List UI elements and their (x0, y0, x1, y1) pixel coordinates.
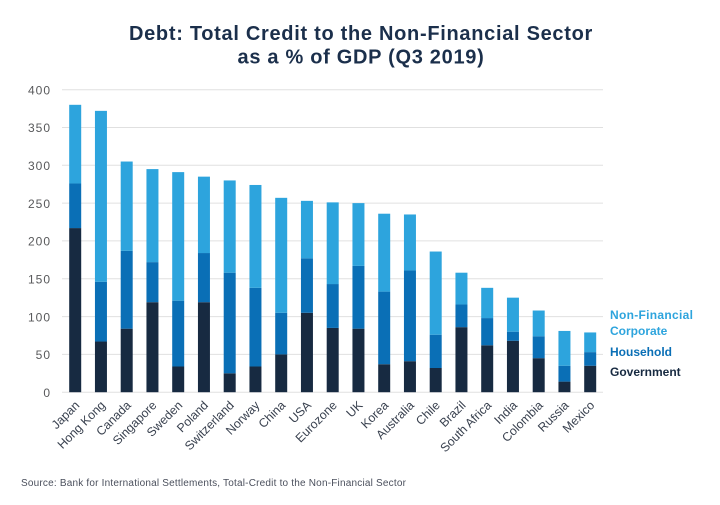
svg-text:Non-Financial: Non-Financial (610, 308, 693, 322)
svg-text:150: 150 (28, 273, 51, 287)
svg-text:0: 0 (43, 386, 51, 400)
svg-text:200: 200 (28, 235, 51, 249)
svg-text:Source: Bank for International: Source: Bank for International Settlemen… (21, 478, 407, 489)
svg-text:50: 50 (36, 348, 51, 362)
svg-text:350: 350 (28, 121, 51, 135)
svg-text:Household: Household (610, 345, 672, 359)
svg-text:250: 250 (28, 197, 51, 211)
svg-text:400: 400 (28, 83, 51, 97)
svg-text:Corporate: Corporate (610, 324, 668, 338)
svg-text:as a % of GDP (Q3 2019): as a % of GDP (Q3 2019) (238, 47, 485, 69)
svg-text:300: 300 (28, 159, 51, 173)
svg-text:Government: Government (610, 365, 681, 379)
svg-text:Debt: Total Credit to the Non-: Debt: Total Credit to the Non-Financial … (129, 23, 593, 45)
svg-text:100: 100 (28, 310, 51, 324)
